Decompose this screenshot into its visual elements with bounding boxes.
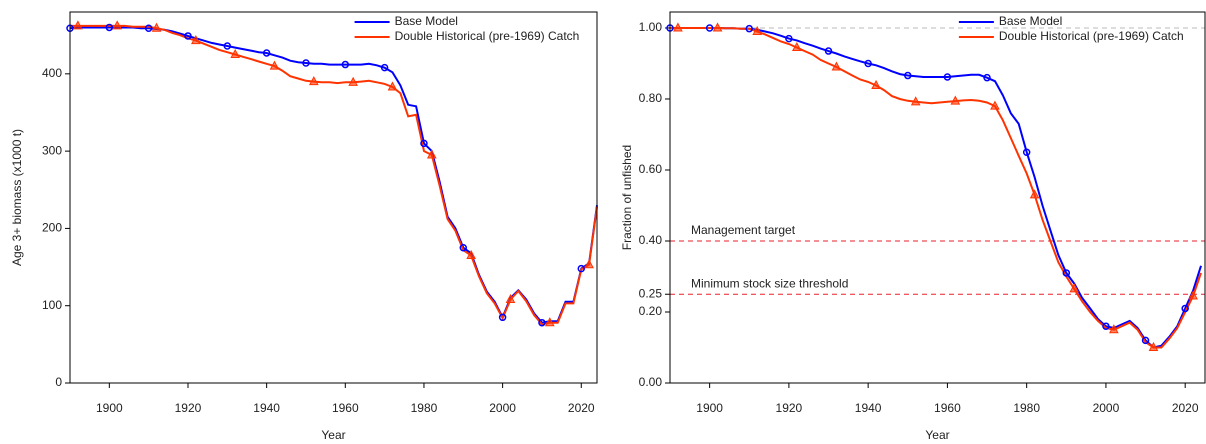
x-tick-label: 1900 [96, 401, 123, 415]
marker [577, 264, 586, 273]
marker [791, 41, 802, 52]
marker [1062, 269, 1071, 277]
marker [309, 76, 319, 86]
marker [262, 49, 271, 57]
legend-label: Base Model [999, 14, 1062, 28]
marker [426, 149, 437, 159]
plot-frame [669, 11, 1206, 384]
legend-label: Double Historical (pre-1969) Catch [999, 29, 1184, 43]
marker [348, 76, 358, 86]
marker [387, 81, 398, 91]
y-tick-label: 200 [42, 221, 62, 235]
x-tick-label: 1960 [934, 401, 961, 415]
marker [230, 48, 241, 59]
x-tick-label: 1920 [776, 401, 803, 415]
marker [950, 95, 961, 105]
plot-frame [69, 11, 598, 384]
marker [1181, 304, 1189, 313]
marker [544, 317, 555, 327]
marker [1102, 322, 1110, 330]
x-tick-label: 1980 [1013, 401, 1040, 415]
marker [1069, 283, 1080, 293]
marker [380, 63, 389, 72]
marker [904, 71, 912, 80]
x-axis-title: Year [925, 428, 949, 442]
marker [752, 25, 763, 36]
marker [871, 79, 881, 89]
marker [223, 42, 232, 50]
y-axis-title: Fraction of unfished [620, 145, 634, 250]
marker [824, 47, 833, 55]
x-tick-label: 1980 [411, 401, 438, 415]
y-tick-label: 400 [42, 66, 62, 80]
y-tick-label: 0.40 [639, 233, 663, 247]
x-tick-label: 1940 [253, 401, 280, 415]
marker [584, 259, 594, 269]
marker [831, 61, 842, 71]
x-tick-label: 2020 [568, 401, 595, 415]
legend-label: Base Model [395, 14, 458, 28]
y-tick-label: 1.00 [639, 20, 663, 34]
y-tick-label: 0.00 [639, 375, 663, 389]
marker [269, 60, 280, 70]
threshold-label: Management target [691, 223, 796, 237]
marker [745, 24, 754, 33]
y-tick-label: 300 [42, 143, 62, 157]
marker [112, 20, 123, 30]
marker [505, 293, 516, 304]
marker [420, 139, 428, 148]
series-line [670, 27, 1202, 349]
marker [785, 34, 793, 43]
x-tick-label: 1960 [332, 401, 359, 415]
marker [498, 313, 507, 322]
marker [466, 249, 476, 259]
marker [191, 35, 201, 45]
marker [1148, 341, 1159, 351]
marker [943, 73, 952, 81]
y-tick-label: 0 [55, 375, 62, 389]
marker [73, 20, 83, 30]
y-tick-label: 0.20 [639, 304, 663, 318]
marker [144, 24, 153, 32]
marker [1029, 189, 1040, 199]
marker [1109, 324, 1119, 334]
x-tick-label: 2000 [1093, 401, 1120, 415]
threshold-label: Minimum stock size threshold [691, 276, 848, 290]
marker [341, 60, 350, 69]
marker [983, 73, 991, 82]
y-axis-title: Age 3+ biomass (x1000 t) [10, 129, 24, 266]
series-line [69, 26, 598, 324]
y-tick-label: 100 [42, 298, 62, 312]
marker [538, 318, 546, 327]
marker [1141, 336, 1150, 345]
marker [990, 100, 1000, 110]
x-tick-label: 1900 [696, 401, 723, 415]
marker [1188, 290, 1198, 300]
y-tick-label: 0.60 [639, 162, 663, 176]
marker [712, 22, 723, 32]
marker [673, 22, 683, 32]
x-axis-title: Year [321, 428, 345, 442]
marker [910, 96, 921, 106]
marker [105, 23, 114, 32]
y-tick-label: 0.25 [639, 286, 663, 300]
series-line [670, 27, 1202, 349]
y-tick-label: 0.80 [639, 91, 663, 105]
marker [705, 24, 714, 32]
x-tick-label: 1920 [175, 401, 202, 415]
x-tick-label: 2020 [1172, 401, 1199, 415]
marker [1022, 148, 1031, 156]
series-line [70, 24, 598, 326]
legend-label: Double Historical (pre-1969) Catch [395, 29, 580, 43]
marker [459, 243, 468, 252]
marker [184, 32, 192, 40]
marker [864, 59, 872, 68]
marker [302, 59, 310, 67]
marker [151, 22, 162, 32]
x-tick-label: 2000 [489, 401, 516, 415]
x-tick-label: 1940 [855, 401, 882, 415]
